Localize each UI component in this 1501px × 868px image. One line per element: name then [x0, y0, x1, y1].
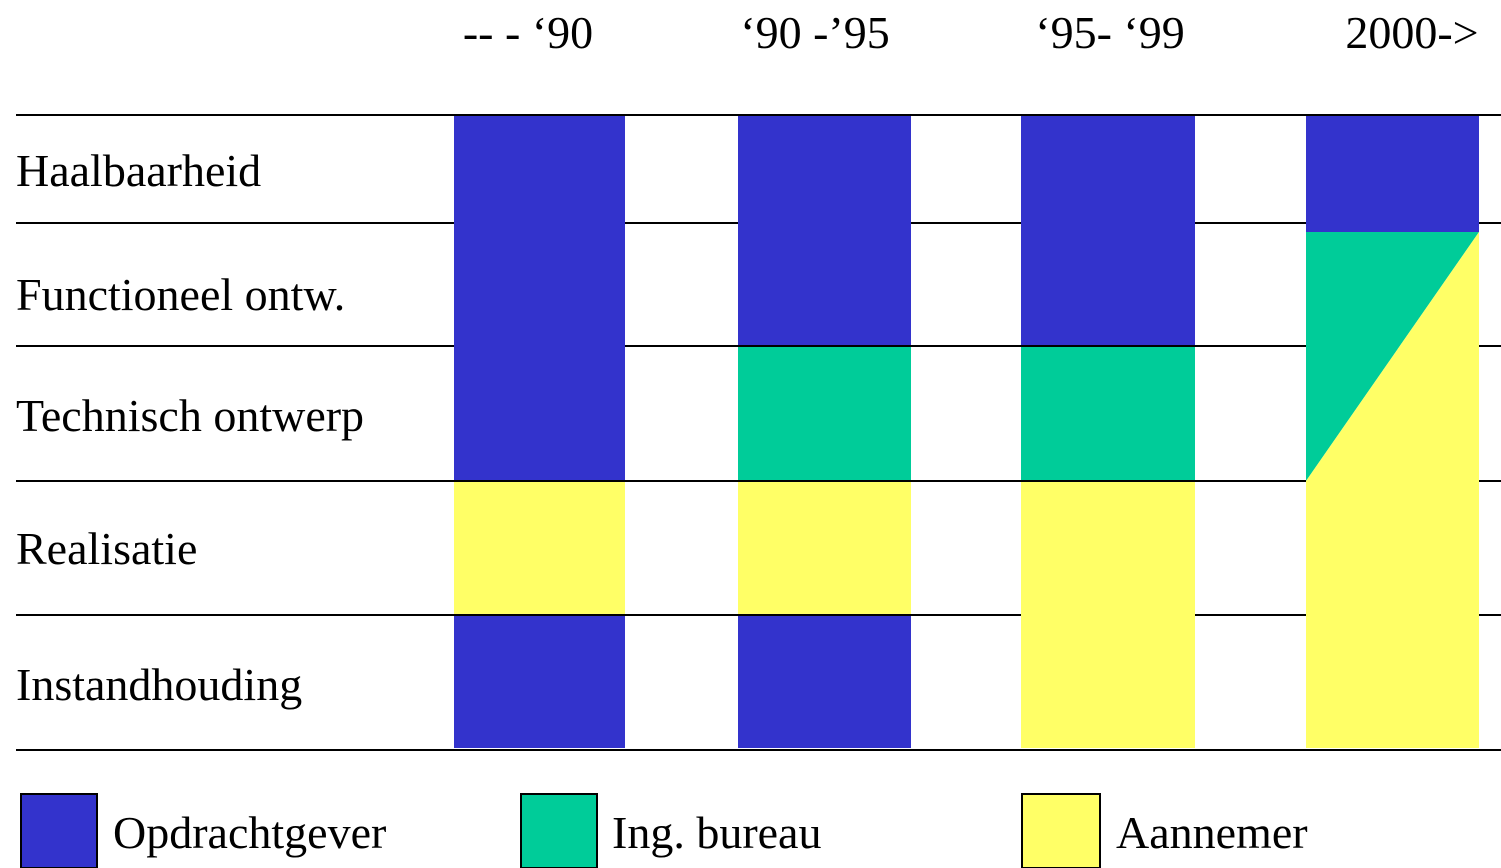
column-label-1: -- - ‘90: [463, 7, 593, 58]
legend-label-opdrachtgever: Opdrachtgever: [113, 807, 386, 858]
block-opdrachtgever: [1021, 116, 1195, 346]
block-aannemer: [454, 481, 625, 615]
row-separators: [16, 114, 1501, 751]
column-3-blocks: [1021, 116, 1195, 748]
block-aannemer: [738, 481, 911, 615]
column-label-3: ‘95- ‘99: [1035, 7, 1184, 58]
block-ingbureau: [738, 346, 911, 481]
row-label-5: Instandhouding: [16, 659, 302, 710]
block-ingbureau: [1021, 346, 1195, 481]
block-opdrachtgever: [454, 615, 625, 748]
column-4-blocks: [1306, 116, 1479, 748]
legend-label-ingbureau: Ing. bureau: [612, 807, 821, 858]
column-1-blocks: [454, 116, 625, 748]
legend-swatch-ingbureau: [520, 793, 598, 868]
column-label-2: ‘90 -’95: [740, 7, 889, 58]
column-2-blocks: [738, 116, 911, 748]
column-headers: -- - ‘90 ‘90 -’95 ‘95- ‘99 2000->: [463, 7, 1479, 58]
block-aannemer: [1021, 481, 1195, 748]
block-opdrachtgever: [454, 116, 625, 481]
legend-swatch-opdrachtgever: [20, 793, 98, 868]
block-opdrachtgever: [738, 615, 911, 748]
block-opdrachtgever: [1306, 116, 1479, 232]
legend: Opdrachtgever Ing. bureau Aannemer: [20, 793, 1308, 868]
row-label-2: Functioneel ontw.: [16, 269, 345, 320]
legend-swatch-aannemer: [1021, 793, 1101, 868]
row-label-4: Realisatie: [16, 523, 197, 574]
row-label-3: Technisch ontwerp: [16, 390, 364, 441]
block-opdrachtgever: [738, 116, 911, 346]
column-label-4: 2000->: [1345, 7, 1478, 58]
row-labels: Haalbaarheid Functioneel ontw. Technisch…: [16, 145, 364, 710]
block-aannemer-wedge: [1306, 232, 1479, 748]
row-label-1: Haalbaarheid: [16, 145, 261, 196]
legend-label-aannemer: Aannemer: [1116, 807, 1308, 858]
